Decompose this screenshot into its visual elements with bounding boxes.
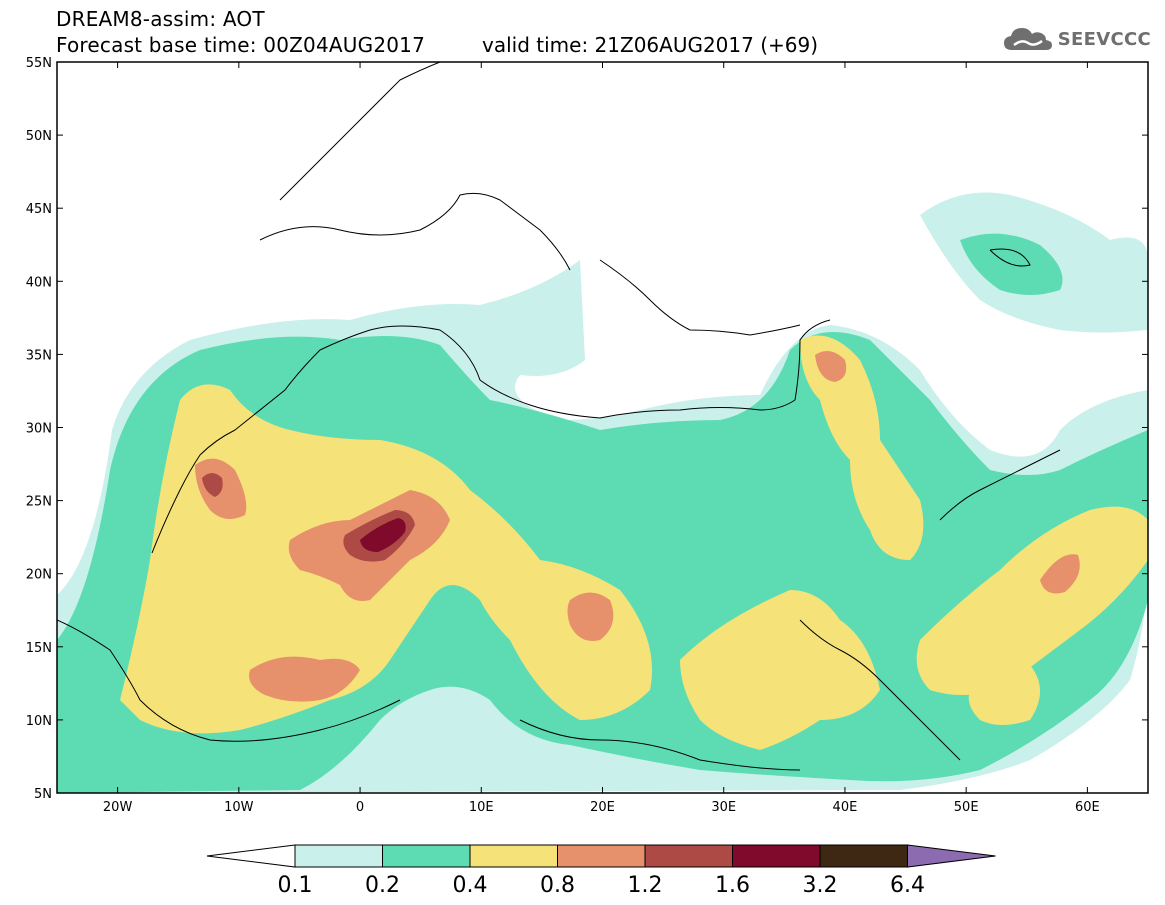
lat-tick-label: 5N [34, 787, 52, 802]
lat-tick-label: 50N [26, 129, 52, 144]
lon-tick-label: 60E [1075, 800, 1100, 815]
seevccc-logo: SEEVCCC [1002, 24, 1151, 54]
colorbar-low-arrow [206, 844, 296, 868]
lon-tick-label: 50E [954, 800, 979, 815]
colorbar-threshold-label: 1.2 [628, 873, 663, 898]
aot-contour-0.4-oman [916, 506, 1148, 695]
colorbar-threshold-label: 0.1 [278, 873, 313, 898]
aot-contour-1.2-morocco [202, 473, 223, 497]
lat-tick-label: 10N [26, 714, 52, 729]
lat-tick-label: 55N [26, 56, 52, 71]
latitude-ticks: 55N 50N 45N 40N 35N 30N 25N 20N 15N 10N 5N [26, 56, 1148, 802]
lon-tick-label: 20E [590, 800, 615, 815]
colorbar-high-arrow [907, 844, 996, 868]
lat-tick-label: 45N [26, 202, 52, 217]
lat-tick-label: 40N [26, 275, 52, 290]
valid-time: valid time: 21Z06AUG2017 (+69) [482, 33, 819, 57]
lat-tick-label: 30N [26, 422, 52, 437]
aot-contour-1.6-sahara [360, 518, 406, 552]
aot-contour-0.4-east [680, 590, 880, 750]
colorbar-threshold-label: 0.2 [365, 873, 400, 898]
lon-tick-label: 10E [469, 800, 494, 815]
colorbar-segment [819, 844, 908, 868]
colorbar-segment [557, 844, 646, 868]
colorbar-segment [644, 844, 733, 868]
lat-tick-label: 35N [26, 348, 52, 363]
longitude-ticks: 20W 10W 0 10E 20E 30E 40E 50E 60E [103, 62, 1100, 815]
colorbar-threshold-label: 3.2 [803, 873, 838, 898]
lat-tick-label: 25N [26, 495, 52, 510]
aot-field [57, 62, 1148, 793]
forecast-base-time: Forecast base time: 00Z04AUG2017 [56, 33, 426, 57]
coastlines [57, 62, 1061, 771]
aot-colorbar: 0.1 0.2 0.4 0.8 1.2 1.6 3.2 6.4 [206, 844, 996, 898]
colorbar-threshold-label: 6.4 [890, 873, 925, 898]
cloud-logo-icon [1003, 28, 1052, 50]
colorbar-threshold-label: 1.6 [715, 873, 750, 898]
map-title: DREAM8-assim: AOT [56, 7, 265, 31]
colorbar-segment [294, 844, 383, 868]
lon-tick-label: 10W [224, 800, 254, 815]
colorbar-segment [732, 844, 821, 868]
aot-contour-0.8-chad [567, 592, 614, 641]
colorbar-segment [469, 844, 558, 868]
lat-tick-label: 20N [26, 568, 52, 583]
lon-tick-label: 40E [833, 800, 858, 815]
lon-tick-label: 0 [356, 800, 364, 815]
aot-contour-0.8-iraq [815, 351, 847, 382]
logo-text: SEEVCCC [1057, 28, 1151, 50]
colorbar-threshold-label: 0.4 [453, 873, 488, 898]
aot-contour-0.4-somalia [968, 664, 1040, 725]
lon-tick-label: 30E [711, 800, 736, 815]
aot-contour-0.4-arabia [800, 335, 924, 560]
lon-tick-label: 20W [103, 800, 133, 815]
aot-contour-0.8-mali [249, 656, 360, 702]
colorbar-segment [382, 844, 471, 868]
colorbar-threshold-label: 0.8 [540, 873, 575, 898]
aot-contour-0.8-oman [1040, 554, 1080, 594]
lat-tick-label: 15N [26, 641, 52, 656]
